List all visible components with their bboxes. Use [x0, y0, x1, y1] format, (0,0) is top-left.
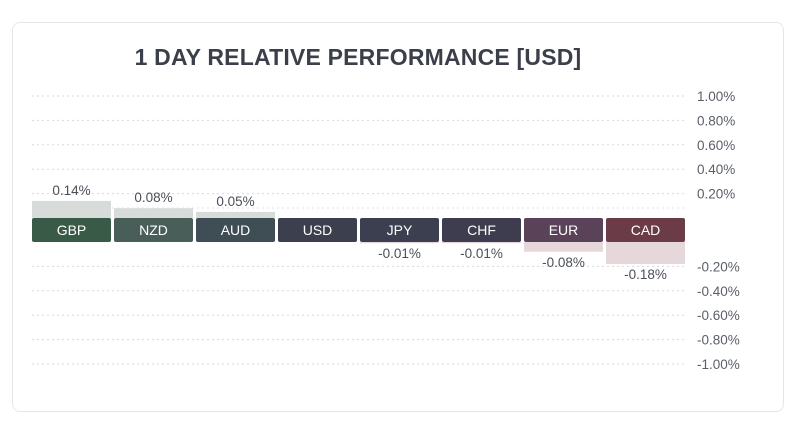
y-tick-label: 0.20%: [697, 187, 735, 202]
currency-label: AUD: [221, 222, 251, 238]
data-label: -0.08%: [542, 255, 585, 270]
chart-title: 1 DAY RELATIVE PERFORMANCE [USD]: [134, 44, 582, 70]
data-label: 0.14%: [52, 183, 90, 198]
y-tick-label: 0.80%: [697, 113, 735, 128]
currency-label-box: [196, 218, 275, 242]
y-tick-label: -0.80%: [697, 333, 740, 348]
y-tick-label: 0.60%: [697, 138, 735, 153]
currency-label: NZD: [139, 222, 168, 238]
currency-label-box: [114, 218, 193, 242]
data-label: -0.01%: [460, 246, 503, 261]
data-label: 0.08%: [134, 190, 172, 205]
y-tick-label: -1.00%: [697, 357, 740, 372]
y-tick-label: -0.40%: [697, 284, 740, 299]
bar: [196, 211, 275, 218]
data-label: 0.05%: [216, 194, 254, 209]
currency-label: JPY: [387, 222, 413, 238]
currency-label: EUR: [549, 222, 579, 238]
bar: [114, 208, 193, 218]
currency-label-box: [278, 218, 357, 242]
currency-label: GBP: [57, 222, 87, 238]
currency-label: CAD: [631, 222, 661, 238]
y-tick-label: 1.00%: [697, 89, 735, 104]
currency-label-box: [32, 218, 111, 242]
currency-label-box: [606, 218, 685, 242]
bar: [32, 200, 111, 218]
currency-label-box: [442, 218, 521, 242]
bar: [524, 242, 603, 252]
currency-label-box: [524, 218, 603, 242]
currency-label: USD: [303, 222, 333, 238]
data-label: -0.01%: [378, 246, 421, 261]
y-tick-label: -0.20%: [697, 259, 740, 274]
y-tick-label: 0.40%: [697, 162, 735, 177]
bar: [606, 242, 685, 264]
y-tick-label: -0.60%: [697, 308, 740, 323]
currency-label-box: [360, 218, 439, 242]
data-label: -0.18%: [624, 267, 667, 282]
currency-label: CHF: [467, 222, 496, 238]
bar: [442, 242, 521, 244]
bar: [360, 242, 439, 244]
